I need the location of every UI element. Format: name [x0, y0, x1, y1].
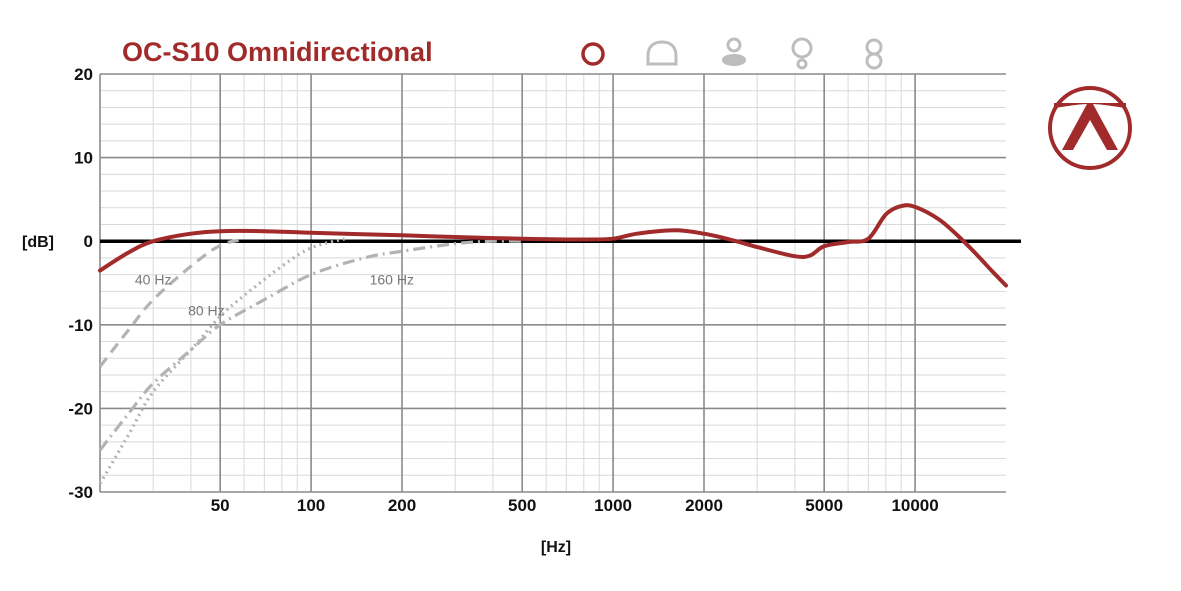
low-cut-filter-line	[98, 237, 245, 368]
x-axis-tick-labels: 50 100 200 500 1000 2000 5000 10000	[211, 496, 939, 515]
x-tick-label: 100	[297, 496, 325, 515]
x-tick-label: 500	[508, 496, 536, 515]
y-tick-label: 20	[74, 65, 93, 84]
x-tick-label: 10000	[891, 496, 938, 515]
pattern-selector	[581, 37, 883, 70]
figure-8-icon[interactable]	[865, 38, 883, 70]
y-tick-label: -10	[68, 316, 93, 335]
y-axis-label: [dB]	[22, 234, 54, 251]
y-tick-label: -30	[68, 483, 93, 502]
cardioid-icon[interactable]	[722, 37, 746, 66]
hypercardioid-icon[interactable]	[791, 37, 813, 70]
cutoff-label: 40 Hz	[135, 272, 172, 288]
frequency-response-line	[98, 203, 1008, 288]
y-tick-label: 0	[84, 232, 93, 251]
chart-title: OC-S10 Omnidirectional	[122, 37, 433, 67]
series-layer	[98, 203, 1008, 485]
low-cut-filter-line	[98, 239, 523, 452]
minor-gridlines	[100, 74, 1006, 492]
y-tick-label: -20	[68, 399, 93, 418]
x-tick-label: 5000	[805, 496, 843, 515]
x-tick-label: 200	[388, 496, 416, 515]
wide-cardioid-icon[interactable]	[646, 40, 678, 66]
x-tick-label: 50	[211, 496, 230, 515]
y-axis-tick-labels: 20 10 0 -10 -20 -30	[68, 65, 93, 502]
cutoff-label: 160 Hz	[370, 272, 414, 288]
x-tick-label: 2000	[685, 496, 723, 515]
brand-logo-icon	[1048, 86, 1132, 170]
x-tick-label: 1000	[594, 496, 632, 515]
x-axis-label: [Hz]	[541, 539, 571, 556]
y-tick-label: 10	[74, 149, 93, 168]
low-cut-filter-line	[98, 237, 346, 485]
cutoff-label: 80 Hz	[188, 303, 225, 319]
omnidirectional-icon[interactable]	[581, 42, 605, 66]
cutoff-labels: 40 Hz 80 Hz 160 Hz	[135, 272, 414, 319]
major-gridlines	[99, 73, 1006, 493]
